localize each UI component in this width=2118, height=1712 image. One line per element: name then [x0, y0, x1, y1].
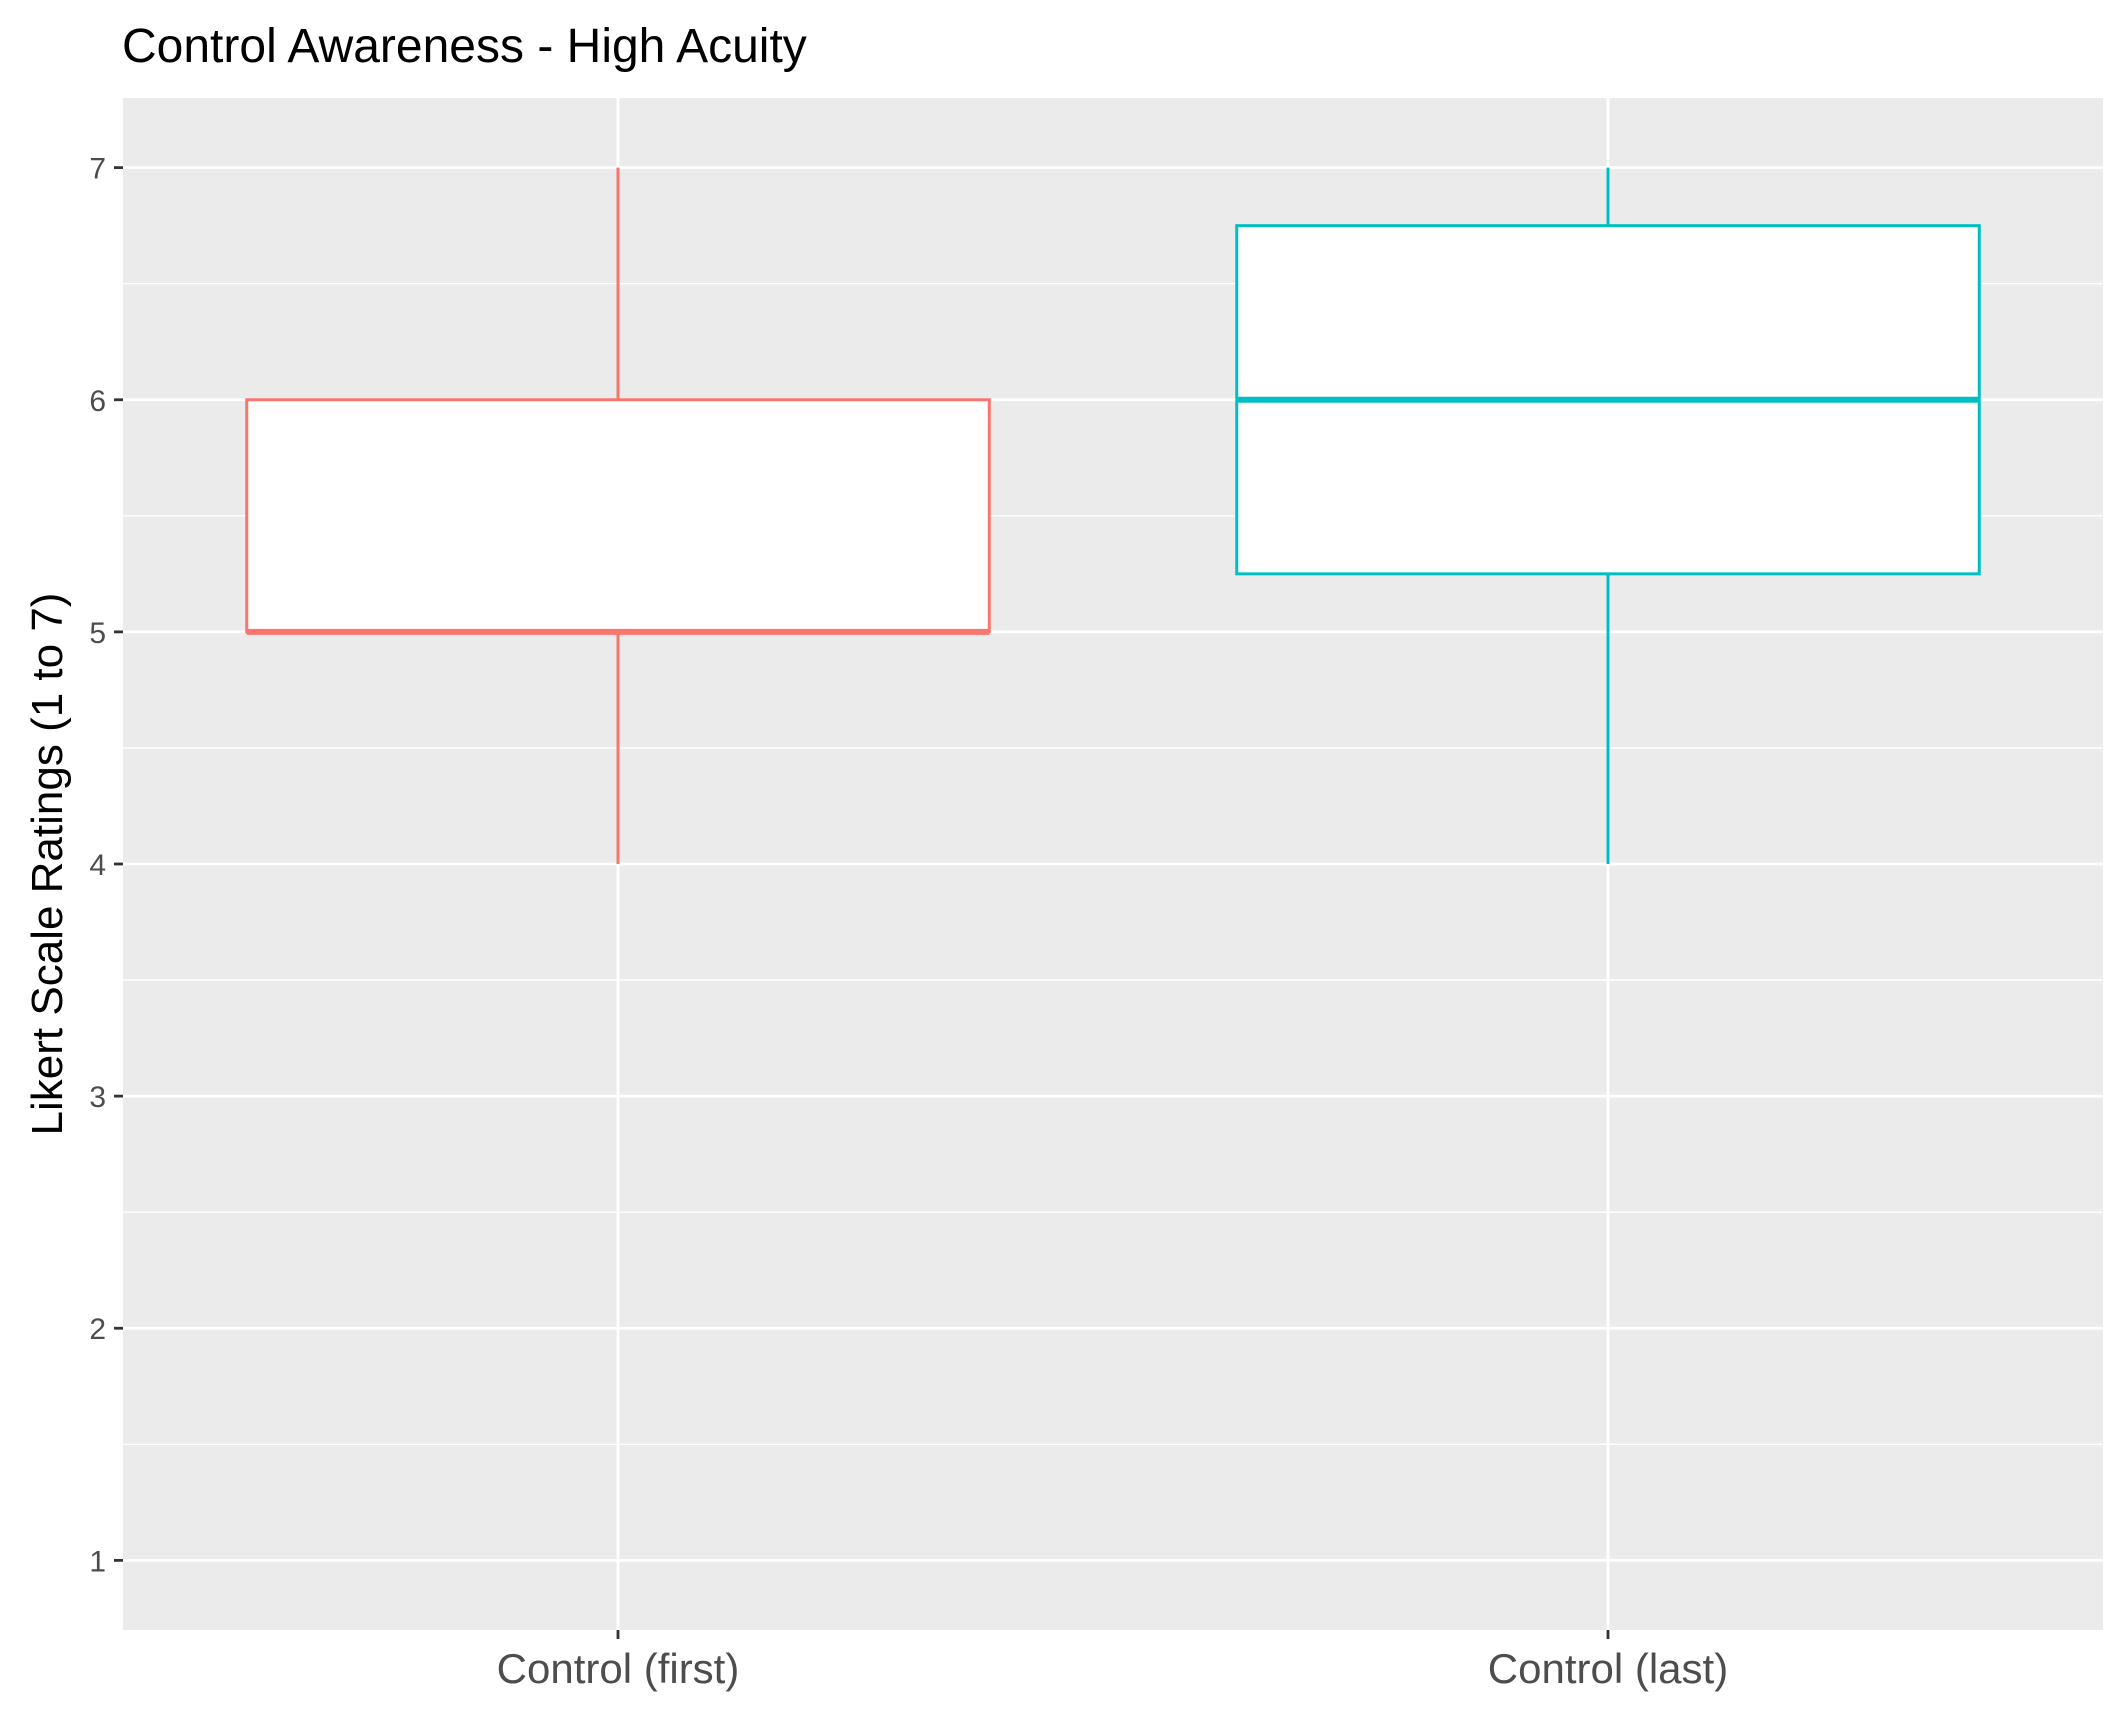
x-axis: Control (first) Control (last) [497, 1630, 1728, 1692]
y-axis: 1 2 3 4 5 6 7 [89, 153, 123, 1578]
x-tick-label: Control (first) [497, 1645, 740, 1692]
y-tick-label: 5 [89, 617, 106, 650]
boxplots [245, 167, 1981, 864]
y-axis-title: Likert Scale Ratings (1 to 7) [23, 593, 72, 1136]
y-tick-label: 2 [89, 1313, 106, 1346]
x-tick-label: Control (last) [1488, 1645, 1728, 1692]
y-tick-label: 3 [89, 1081, 106, 1114]
box [245, 398, 991, 634]
y-tick-label: 6 [89, 385, 106, 418]
chart-title: Control Awareness - High Acuity [122, 20, 807, 73]
y-tick-label: 4 [89, 849, 106, 882]
y-tick-label: 7 [89, 153, 106, 186]
y-tick-label: 1 [89, 1545, 106, 1578]
